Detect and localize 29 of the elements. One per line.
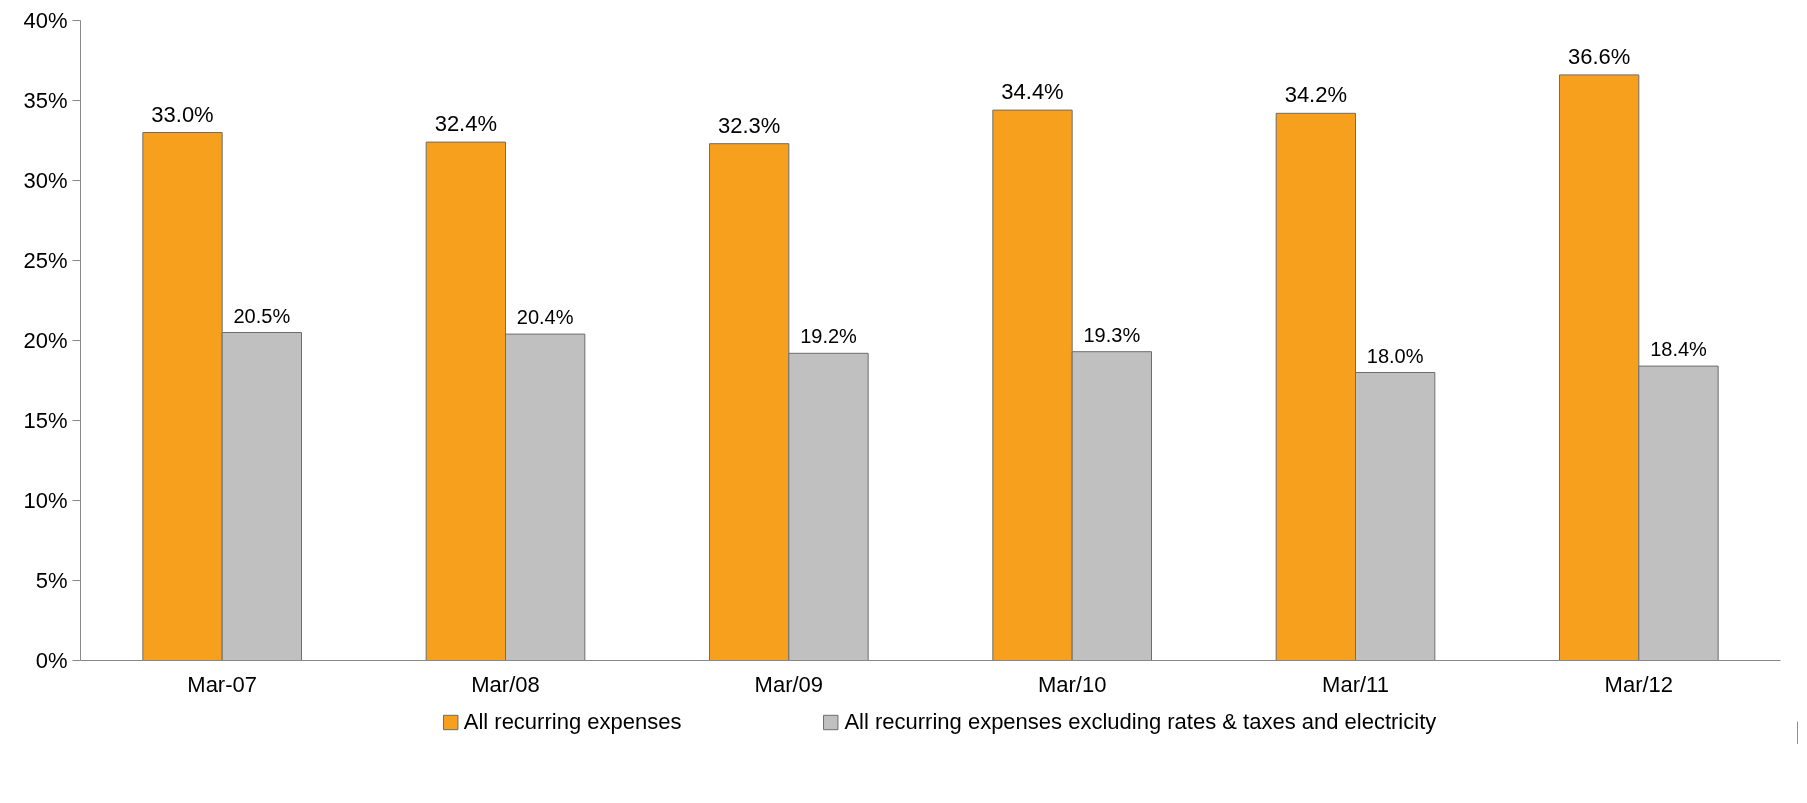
data-label: 32.4% — [434, 111, 498, 137]
data-label: 20.4% — [516, 306, 574, 329]
data-label: 32.3% — [717, 112, 781, 138]
data-label: 20.5% — [233, 304, 291, 327]
data-label: 36.6% — [1567, 43, 1631, 69]
x-tick-label: Mar/09 — [754, 671, 824, 697]
y-tick-label: 35% — [23, 88, 68, 113]
data-label: 19.2% — [800, 325, 858, 348]
data-label: 34.2% — [1284, 82, 1348, 108]
x-tick-label: Mar/11 — [1322, 671, 1389, 697]
data-label: 18.0% — [1366, 344, 1424, 367]
legend-label: All recurring expenses — [463, 708, 682, 735]
legend-label: All recurring expenses excluding rates & taxes and electricity — [844, 708, 1437, 735]
x-tick-label: Mar/12 — [1604, 671, 1674, 697]
y-tick-label: 20% — [23, 328, 68, 353]
x-tick-label: Mar/08 — [471, 671, 540, 697]
x-tick-label: Mar-07 — [187, 671, 258, 697]
y-tick-label: 30% — [23, 168, 68, 193]
data-label: 18.4% — [1650, 338, 1708, 361]
y-tick-label: 25% — [23, 248, 68, 273]
y-tick-label: 40% — [23, 8, 68, 33]
data-label: 34.4% — [1001, 79, 1064, 105]
y-tick-label: 10% — [23, 488, 68, 513]
y-tick-label: 5% — [35, 568, 68, 593]
x-tick-label: Mar/10 — [1037, 671, 1107, 697]
data-label: 33.0% — [151, 101, 214, 127]
data-label: 19.3% — [1083, 323, 1141, 346]
y-tick-label: 0% — [35, 648, 68, 673]
y-tick-label: 15% — [23, 408, 68, 433]
